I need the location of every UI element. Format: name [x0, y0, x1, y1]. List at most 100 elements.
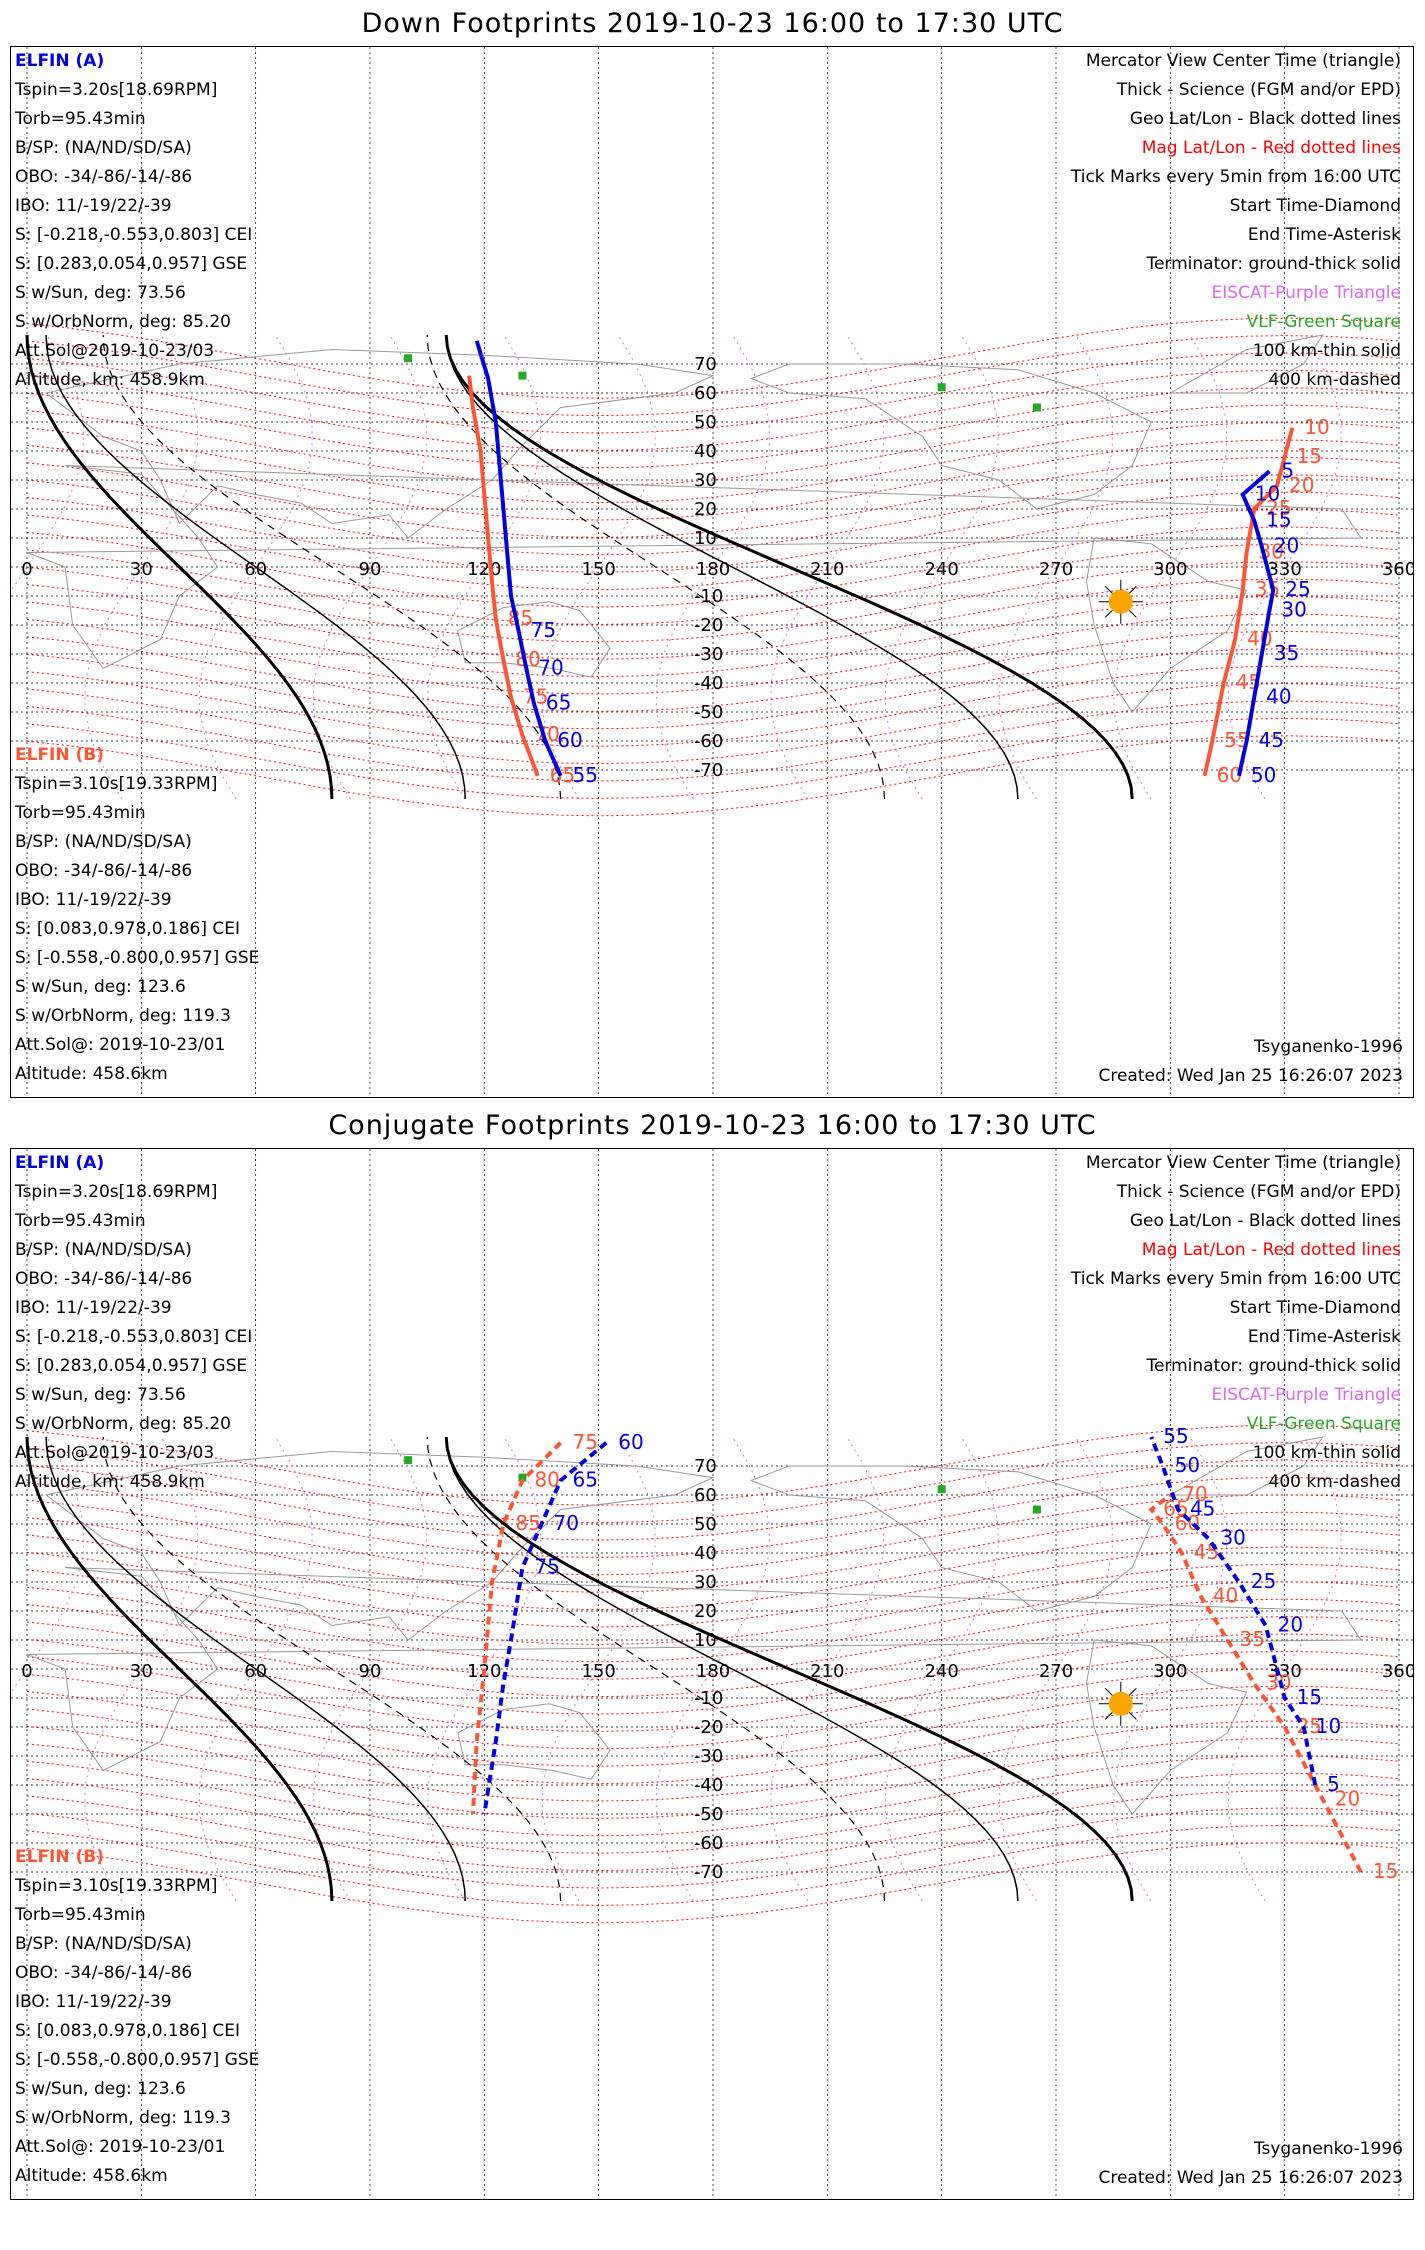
mag-longitude-line: [541, 1436, 656, 1902]
latitude-label: -70: [694, 1862, 723, 1883]
legend-line: VLF-Green Square: [1246, 312, 1401, 332]
map-canvas-down: 0 30 60 90 120 150 180 210 240 270 300 330 360 70 60 50…: [11, 47, 1413, 1097]
mag-longitude-line: [884, 334, 999, 800]
latitude-label: 50: [694, 412, 717, 433]
longitude-label: 150: [581, 559, 615, 580]
vlf-station-square: [937, 1485, 946, 1494]
mag-longitude-line: [313, 1436, 427, 1902]
track-tick-label: 30: [1281, 598, 1306, 622]
longitude-label: 330: [1267, 1661, 1301, 1682]
elfin-b-header: ELFIN (B): [15, 1847, 105, 1867]
legend-line: Start Time-Diamond: [1229, 1298, 1401, 1318]
mag-longitude-line: [1227, 1436, 1342, 1902]
continent-outline: [26, 1567, 1362, 1772]
legend-line: EISCAT-Purple Triangle: [1211, 283, 1401, 303]
elfin-a-line: Att.Sol@2019-10-23/03: [15, 1443, 215, 1463]
mag-latitude-line: [26, 1616, 1400, 1698]
mag-latitude-line: [26, 1459, 1400, 1541]
mag-latitude-line: [26, 1598, 1400, 1680]
elfin-b-line: S: [-0.558,-0.800,0.957] GSE: [15, 948, 260, 968]
mag-longitude-line: [656, 334, 770, 800]
mag-latitude-line: [26, 1668, 1400, 1750]
track-tick-label: 65: [550, 763, 575, 787]
longitude-label: 210: [810, 1661, 844, 1682]
legend-line: Tick Marks every 5min from 16:00 UTC: [1070, 1269, 1401, 1289]
created-label: Created: Wed Jan 25 16:26:07 2023: [1098, 2168, 1403, 2188]
continent-outline: [44, 1450, 715, 1641]
mag-latitude-line: [26, 1563, 1400, 1645]
footer-right: Tsyganenko-1996 Created: Wed Jan 25 16:2…: [1098, 2135, 1403, 2193]
terminator-100km: [45, 334, 467, 800]
continent-outline: [1168, 334, 1324, 394]
latitude-label: -20: [694, 1717, 723, 1738]
elfin-a-line: Att.Sol@2019-10-23/03: [15, 341, 215, 361]
legend-line: Terminator: ground-thick solid: [1146, 1356, 1401, 1376]
continent-outline: [457, 1703, 611, 1780]
elfin-a-line: Altitude, km: 458.9km: [15, 1472, 205, 1492]
track-tick-label: 25: [1285, 577, 1310, 601]
mag-latitude-line: [26, 1720, 1400, 1802]
mag-longitude-line: [999, 1436, 1113, 1902]
mag-latitude-line: [26, 578, 1400, 660]
track-tick-label: 65: [573, 1468, 598, 1492]
legend-line: Start Time-Diamond: [1229, 196, 1401, 216]
vlf-station-square: [1032, 1505, 1041, 1514]
track-tick-label: 55: [573, 763, 598, 787]
track-tick-label: 60: [557, 728, 582, 752]
longitude-label: 270: [1039, 1661, 1073, 1682]
elfin-b-track: [470, 1441, 563, 1815]
longitude-label: 30: [130, 1661, 153, 1682]
mag-latitude-line: [26, 1755, 1400, 1837]
longitude-label: 240: [924, 1661, 958, 1682]
track-tick-label: 10: [1304, 415, 1329, 439]
track-tick-label: 20: [1274, 534, 1299, 558]
latitude-label: 30: [694, 1572, 717, 1593]
elfin-b-track: [1202, 427, 1295, 777]
mag-latitude-line: [26, 1824, 1400, 1906]
track-tick-label: 45: [1190, 1497, 1215, 1521]
terminator-100km: [445, 334, 1019, 800]
track-tick-label: 60: [1175, 1511, 1200, 1535]
elfin-b-header: ELFIN (B): [15, 745, 105, 765]
track-tick-label: 35: [1255, 577, 1280, 601]
track-tick-label: 75: [534, 1555, 559, 1579]
track-tick-label: 80: [515, 647, 540, 671]
mag-latitude-line: [26, 630, 1400, 712]
elfin-b-line: Altitude: 458.6km: [15, 1064, 168, 1084]
elfin-a-line: B/SP: (NA/ND/SD/SA): [15, 138, 192, 158]
sun-icon: [1108, 1691, 1133, 1716]
elfin-b-line: S w/Sun, deg: 123.6: [15, 977, 186, 997]
mag-latitude-line: [26, 543, 1400, 625]
elfin-a-line: Tspin=3.20s[18.69RPM]: [15, 1182, 218, 1202]
created-label: Created: Wed Jan 25 16:26:07 2023: [1098, 1066, 1403, 1086]
legend-line: End Time-Asterisk: [1247, 1327, 1401, 1347]
track-tick-label: 70: [1182, 1482, 1207, 1506]
mag-latitude-line: [26, 1581, 1400, 1663]
elfin-b-line: Altitude: 458.6km: [15, 2166, 168, 2186]
terminator-400km: [102, 1436, 562, 1902]
track-tick-label: 70: [554, 1511, 579, 1535]
track-tick-label: 20: [1289, 473, 1314, 497]
mag-latitude-line: [26, 1442, 1400, 1524]
mag-latitude-line: [26, 683, 1400, 765]
elfin-a-line: S w/Sun, deg: 73.56: [15, 1385, 186, 1405]
terminator-400km: [102, 334, 562, 800]
track-tick-label: 50: [1251, 763, 1276, 787]
terminator-ground: [444, 1436, 1134, 1902]
elfin-b-line: S: [0.083,0.978,0.186] CEI: [15, 2021, 241, 2041]
mag-latitude-line: [26, 1633, 1400, 1715]
track-tick-label: 15: [1266, 508, 1291, 532]
track-tick-label: 5: [1281, 458, 1294, 482]
latitude-label: -30: [694, 1746, 723, 1767]
map-panel-down: 0 30 60 90 120 150 180 210 240 270 300 330 360 70 60 50…: [10, 46, 1414, 1098]
elfin-b-line: Tspin=3.10s[19.33RPM]: [15, 1876, 218, 1896]
latitude-label: 10: [694, 1630, 717, 1651]
latitude-label: -10: [694, 586, 723, 607]
elfin-a-info: ELFIN (A) Tspin=3.20s[18.69RPM] Torb=95.…: [15, 1149, 252, 1497]
vlf-station-square: [518, 371, 527, 380]
continent-outline: [44, 348, 715, 539]
elfin-b-line: Att.Sol@: 2019-10-23/01: [15, 2137, 226, 2157]
map-panel-conjugate: 0 30 60 90 120 150 180 210 240 270 300 330 360 70 60 50…: [10, 1148, 1414, 2200]
elfin-a-line: S: [-0.218,-0.553,0.803] CEI: [15, 1327, 253, 1347]
elfin-b-line: IBO: 11/-19/22/-39: [15, 890, 172, 910]
